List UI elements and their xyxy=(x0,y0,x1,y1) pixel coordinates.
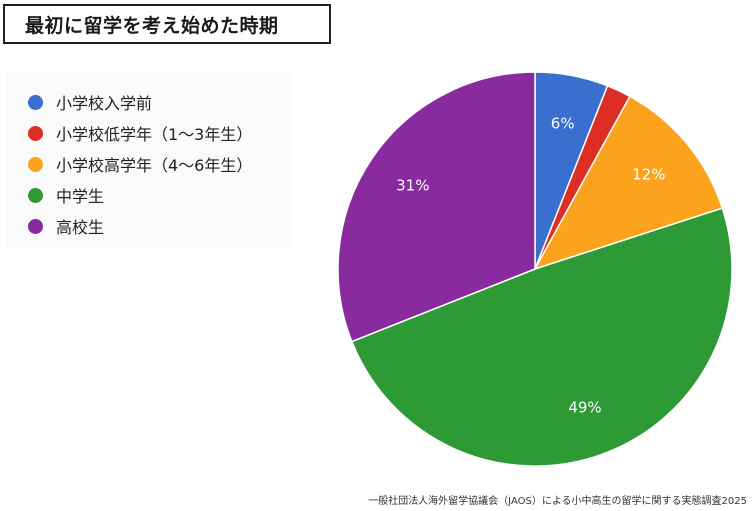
legend-label-2: 小学校高学年（4〜6年生） xyxy=(56,156,253,175)
legend-label-1: 小学校低学年（1〜3年生） xyxy=(56,125,253,144)
pie-slices xyxy=(337,71,733,467)
legend-swatch-3 xyxy=(28,187,43,203)
slice-label-2: 12% xyxy=(632,165,665,183)
pie-slice-4 xyxy=(337,71,536,343)
legend-label-4: 高校生 xyxy=(56,218,105,237)
legend-label-3: 中学生 xyxy=(56,187,105,206)
source-note: 一般社団法人海外留学協議会（JAOS）による小中高生の留学に関する実態調査202… xyxy=(368,496,747,507)
slice-label-3: 49% xyxy=(568,399,601,417)
legend-item-0: 小学校入学前 xyxy=(28,90,152,114)
legend: 小学校入学前 小学校低学年（1〜3年生） 小学校高学年（4〜6年生） 中学生 高… xyxy=(6,72,292,248)
legend-swatch-2 xyxy=(28,156,43,172)
legend-item-1: 小学校低学年（1〜3年生） xyxy=(28,121,252,145)
legend-swatch-1 xyxy=(28,125,43,141)
legend-swatch-0 xyxy=(28,94,43,110)
pie-slice-3 xyxy=(350,207,733,467)
legend-item-3: 中学生 xyxy=(28,183,104,207)
legend-item-4: 高校生 xyxy=(28,214,104,238)
pie-slice-2 xyxy=(533,95,724,271)
legend-label-0: 小学校入学前 xyxy=(56,94,153,113)
legend-item-2: 小学校高学年（4〜6年生） xyxy=(28,152,252,176)
slice-label-0: 6% xyxy=(551,114,575,132)
legend-swatch-4 xyxy=(28,218,43,234)
slice-label-4: 31% xyxy=(396,177,429,195)
chart-title: 最初に留学を考え始めた時期 xyxy=(3,4,331,44)
pie-labels: 6% 12% 49% 31% xyxy=(396,114,665,416)
